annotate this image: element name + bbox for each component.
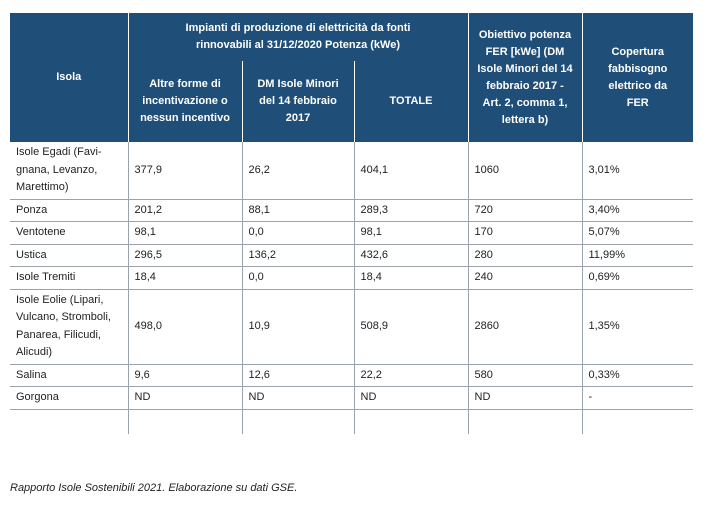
table-row: Isole Tremiti 18,4 0,0 18,4 240 0,69% — [10, 266, 693, 290]
cell-isola: Salina — [10, 364, 129, 387]
cell-empty — [242, 409, 355, 434]
cell-copertura: 3,01% — [582, 142, 693, 200]
table-row: Ponza 201,2 88,1 289,3 720 3,40% — [10, 199, 693, 222]
cell-copertura: 3,40% — [582, 199, 693, 222]
header-group: Impianti di produzione di elettricità da… — [127, 13, 468, 61]
cell-obiettivo: 720 — [468, 199, 583, 222]
cell-altre: 9,6 — [128, 364, 243, 387]
cell-isola: Ventotene — [10, 221, 129, 245]
table-row-empty — [10, 409, 693, 434]
data-table-container: Isola Impianti di produzione di elettric… — [10, 13, 693, 434]
cell-totale: ND — [354, 386, 469, 410]
cell-obiettivo: 240 — [468, 266, 583, 290]
header-copertura: Copertura fabbisogno elettrico da FER — [581, 13, 693, 142]
cell-totale: 508,9 — [354, 289, 469, 365]
cell-copertura: 0,33% — [582, 364, 693, 387]
cell-altre: 98,1 — [128, 221, 243, 245]
cell-totale: 432,6 — [354, 244, 469, 267]
cell-empty — [128, 409, 243, 434]
cell-copertura: 0,69% — [582, 266, 693, 290]
cell-isola: Isole Egadi (Favi-gnana, Levanzo, Marett… — [10, 142, 129, 200]
cell-totale: 22,2 — [354, 364, 469, 387]
cell-copertura: - — [582, 386, 693, 410]
source-caption: Rapporto Isole Sostenibili 2021. Elabora… — [10, 482, 298, 494]
table-row: Ventotene 98,1 0,0 98,1 170 5,07% — [10, 221, 693, 245]
cell-dm: ND — [242, 386, 355, 410]
cell-dm: 88,1 — [242, 199, 355, 222]
header-altre: Altre forme di incentivazione o nessun i… — [127, 61, 242, 142]
cell-totale: 289,3 — [354, 199, 469, 222]
cell-altre: 296,5 — [128, 244, 243, 267]
cell-copertura: 1,35% — [582, 289, 693, 365]
cell-altre: 201,2 — [128, 199, 243, 222]
cell-isola: Ponza — [10, 199, 129, 222]
cell-obiettivo: 1060 — [468, 142, 583, 200]
cell-obiettivo: 280 — [468, 244, 583, 267]
cell-dm: 0,0 — [242, 221, 355, 245]
cell-altre: 377,9 — [128, 142, 243, 200]
header-isola: Isola — [10, 13, 128, 142]
cell-obiettivo: 2860 — [468, 289, 583, 365]
cell-dm: 0,0 — [242, 266, 355, 290]
cell-altre: 498,0 — [128, 289, 243, 365]
cell-empty — [468, 409, 583, 434]
cell-altre: ND — [128, 386, 243, 410]
cell-dm: 12,6 — [242, 364, 355, 387]
cell-copertura: 11,99% — [582, 244, 693, 267]
cell-obiettivo: 170 — [468, 221, 583, 245]
table-row: Isole Eolie (Lipari, Vulcano, Stromboli,… — [10, 289, 693, 365]
header-obiettivo: Obiettivo potenza FER [kWe] (DM Isole Mi… — [467, 13, 582, 142]
table-row: Salina 9,6 12,6 22,2 580 0,33% — [10, 364, 693, 387]
table-row: Ustica 296,5 136,2 432,6 280 11,99% — [10, 244, 693, 267]
header-totale: TOTALE — [353, 61, 468, 142]
cell-isola: Ustica — [10, 244, 129, 267]
cell-obiettivo: ND — [468, 386, 583, 410]
cell-totale: 98,1 — [354, 221, 469, 245]
cell-empty — [354, 409, 469, 434]
cell-altre: 18,4 — [128, 266, 243, 290]
table-row: Gorgona ND ND ND ND - — [10, 386, 693, 410]
cell-totale: 18,4 — [354, 266, 469, 290]
cell-empty — [10, 409, 129, 434]
cell-dm: 26,2 — [242, 142, 355, 200]
cell-empty — [582, 409, 693, 434]
table-row: Isole Egadi (Favi-gnana, Levanzo, Marett… — [10, 142, 693, 200]
cell-copertura: 5,07% — [582, 221, 693, 245]
cell-dm: 10,9 — [242, 289, 355, 365]
cell-obiettivo: 580 — [468, 364, 583, 387]
cell-isola: Isole Eolie (Lipari, Vulcano, Stromboli,… — [10, 289, 129, 365]
cell-isola: Gorgona — [10, 386, 129, 410]
cell-dm: 136,2 — [242, 244, 355, 267]
header-dm: DM Isole Minori del 14 febbraio 2017 — [241, 61, 354, 142]
renewables-table: Isola Impianti di produzione di elettric… — [10, 13, 693, 434]
cell-totale: 404,1 — [354, 142, 469, 200]
cell-isola: Isole Tremiti — [10, 266, 129, 290]
